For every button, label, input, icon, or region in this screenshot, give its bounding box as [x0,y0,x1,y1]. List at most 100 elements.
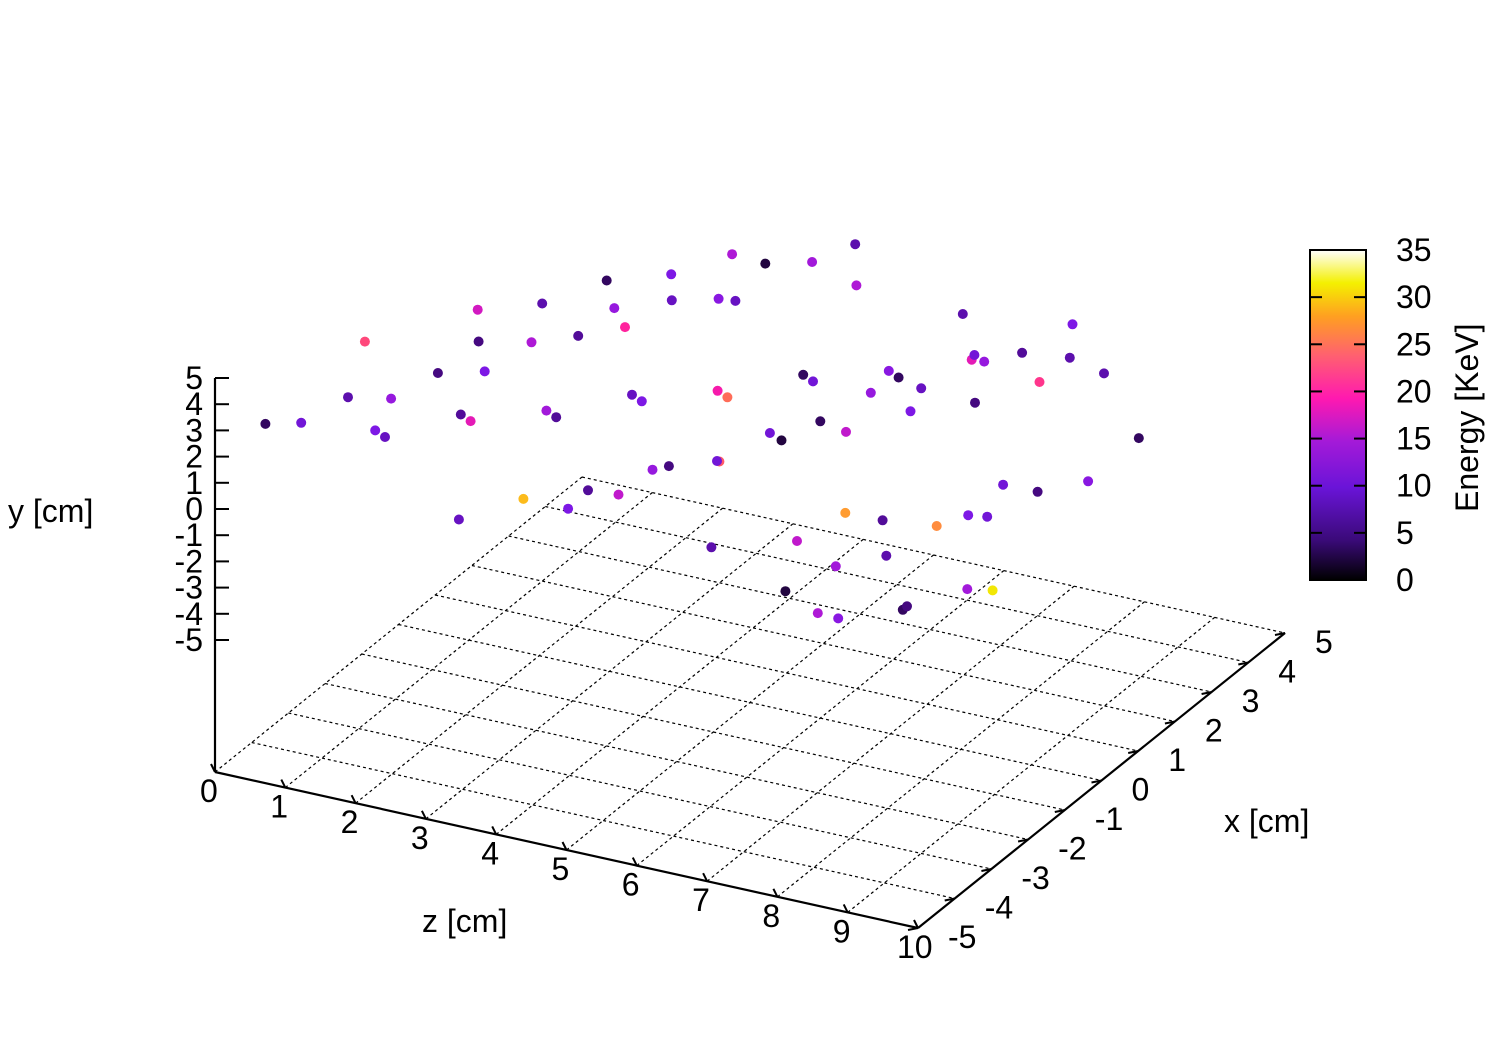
y-axis-title: y [cm] [8,493,93,529]
data-point [518,493,529,504]
colorbar-tick-label: 15 [1396,421,1432,457]
z-axis-title: z [cm] [422,903,507,939]
data-point [798,369,809,380]
data-point [970,397,980,408]
z-tick-mark [913,919,919,929]
z-tick-mark [561,841,568,851]
z-tick-label: 2 [341,804,359,840]
y-tick-label: -3 [175,570,203,606]
z-tick-mark [210,763,216,773]
data-point [808,376,818,387]
colorbar-tick-label: 30 [1396,279,1432,315]
x-tick-mark [981,868,992,872]
data-point [472,304,483,315]
data-point [780,586,791,597]
x-tick-label: 3 [1242,683,1260,719]
z-tick-label: 4 [481,835,499,871]
data-point [370,425,381,436]
z-tick-mark [631,857,638,867]
data-point [386,393,397,404]
data-point [573,330,584,341]
x-tick-mark [1017,838,1029,843]
colorbar-tick-label: 20 [1396,373,1432,409]
data-point [613,489,624,500]
data-point [479,366,490,377]
data-points [260,239,1144,624]
z-tick-label: 8 [762,898,780,934]
data-point [998,479,1009,490]
colorbar-tick-label: 0 [1396,562,1414,598]
y-tick-label: 3 [185,412,203,448]
data-point [636,396,647,407]
colorbar-ticks: 35 30 25 20 15 10 5 0 [1310,232,1432,598]
x-tick-mark [1091,779,1102,784]
data-point [647,464,658,475]
z-tick-label: 10 [897,929,933,965]
data-point [706,542,717,553]
z-tick-label: 9 [833,913,851,949]
colorbar-gradient [1309,249,1367,581]
colorbar: 35 30 25 20 15 10 5 0 Energy [KeV] [1309,232,1485,598]
data-point [526,337,537,348]
data-point [730,295,741,306]
data-point [727,249,738,260]
data-point [893,372,904,383]
data-point [963,510,974,521]
z-tick-mark [702,872,708,882]
floor-grid [214,476,1286,929]
data-point [962,584,973,595]
colorbar-tick-label: 10 [1396,468,1432,504]
data-point [563,503,574,514]
x-tick-mark [1201,691,1212,695]
data-point [666,269,677,280]
z-tick-mark [842,903,849,913]
y-tick-label: -5 [175,622,203,658]
data-point [764,428,775,438]
data-point [760,258,771,269]
grid-line-x [545,505,1249,664]
x-tick-label: -3 [1021,860,1049,896]
data-point [833,613,844,624]
y-tick-label: 2 [185,439,203,475]
z-tick-label: 0 [200,773,218,809]
data-point [620,322,630,333]
y-tick-label: -1 [175,517,203,553]
data-point [1099,368,1109,379]
x-tick-label: -4 [985,890,1013,926]
x-tick-label: 4 [1278,654,1296,690]
data-point [902,601,912,612]
colorbar-tick-label: 35 [1396,232,1432,268]
x-tick-mark [1238,661,1249,666]
data-point [627,389,637,400]
data-point [1083,476,1094,487]
z-tick-mark [491,825,498,835]
data-point [1017,347,1028,358]
x-tick-label: -2 [1058,831,1086,867]
axes [213,378,1286,930]
colorbar-tick-label: 25 [1396,326,1432,362]
data-point [455,409,466,420]
data-point [979,356,990,367]
data-point [851,280,862,291]
data-point [380,432,390,442]
data-point [583,485,593,496]
data-point [883,365,894,376]
y-tick-label: 0 [185,491,203,527]
data-point [776,435,787,446]
grid-line-x [324,682,1029,841]
data-point [722,392,733,403]
data-point [260,418,271,429]
x-tick-label: -1 [1095,801,1123,837]
data-point [807,257,818,267]
data-point [473,336,484,347]
data-point [296,417,307,428]
x-tick-label: 0 [1132,772,1150,808]
grid-line-x [508,535,1212,693]
data-point [601,275,612,286]
grid-line-x [251,741,955,900]
colorbar-tick-label: 5 [1396,515,1414,551]
x-tick-mark [1054,809,1065,813]
x-tick-mark [1128,750,1139,754]
grid-line-x [471,564,1176,723]
data-point [609,303,620,314]
